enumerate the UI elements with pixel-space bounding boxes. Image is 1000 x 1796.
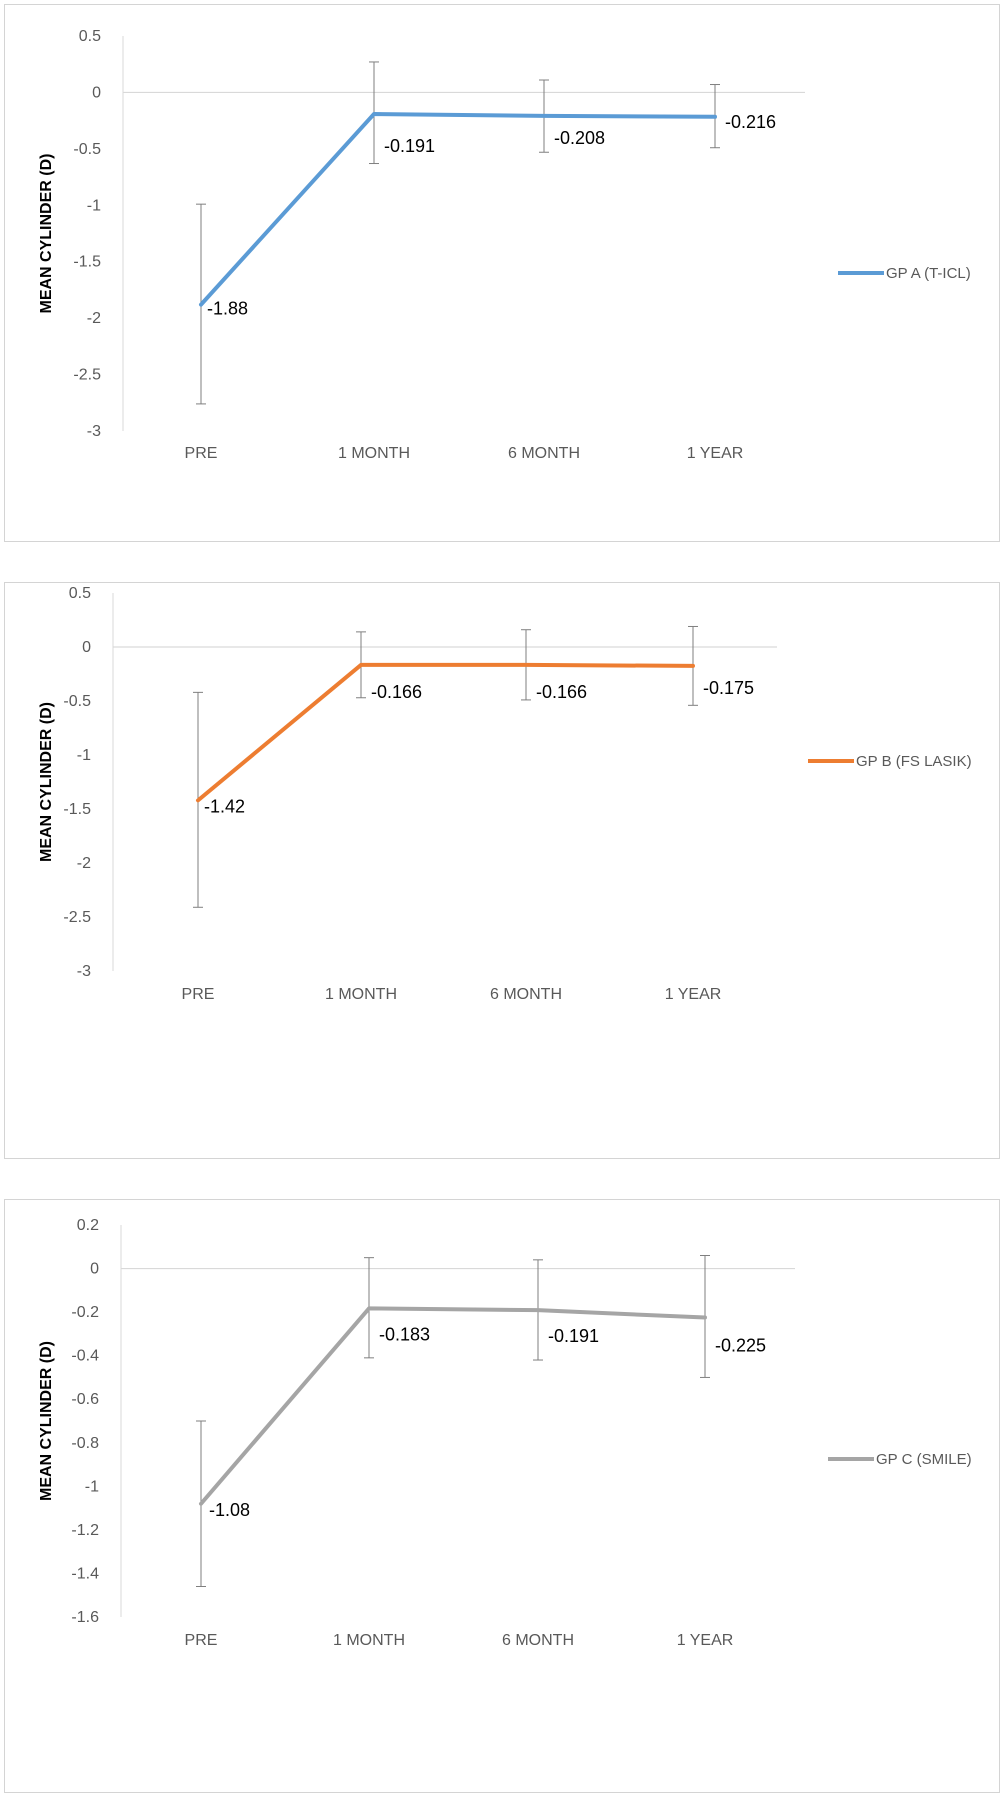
- data-label: -0.191: [548, 1326, 599, 1346]
- y-tick-label: 0: [92, 84, 101, 101]
- y-tick-label: -3: [77, 963, 91, 980]
- legend-label: GP A (T-ICL): [886, 265, 971, 282]
- y-tick-label: -1: [77, 747, 91, 764]
- x-tick-label: 1 YEAR: [687, 445, 744, 462]
- x-tick-label: 1 YEAR: [677, 1632, 734, 1649]
- y-axis-title: MEAN CYLINDER (D): [38, 702, 55, 862]
- data-label: -0.208: [554, 128, 605, 148]
- data-label: -0.166: [536, 682, 587, 702]
- series-line: [199, 1306, 707, 1506]
- y-tick-label: -1.5: [73, 254, 101, 271]
- y-tick-label: -1.5: [63, 801, 91, 818]
- data-label: -0.225: [715, 1336, 766, 1356]
- data-label: -0.191: [384, 136, 435, 156]
- data-label: -1.42: [204, 796, 245, 816]
- y-tick-label: -0.5: [63, 693, 91, 710]
- x-tick-label: 1 MONTH: [325, 986, 397, 1003]
- chart-b-svg: 0.5 0 -0.5 -1 -1.5 -2 -2.5 -3 PRE 1 MONTH 6 MONTH 1…: [38, 585, 972, 1003]
- x-tick-label: 1 MONTH: [333, 1632, 405, 1649]
- data-label: -0.216: [725, 112, 776, 132]
- series-line: [196, 662, 695, 803]
- y-tick-label: 0.5: [79, 28, 101, 45]
- x-tick-label: 6 MONTH: [502, 1632, 574, 1649]
- chart-panel-c: 0.2 0 -0.2 -0.4 -0.6 -0.8 -1 -1.2 -1.4 -1.6 PRE 1 M…: [4, 1199, 1000, 1793]
- legend-label: GP C (SMILE): [876, 1451, 972, 1468]
- y-tick-label: -1.2: [71, 1522, 99, 1539]
- data-label: -0.183: [379, 1324, 430, 1344]
- x-tick-label: 1 MONTH: [338, 445, 410, 462]
- data-label: -0.175: [703, 678, 754, 698]
- y-tick-label: -0.6: [71, 1391, 99, 1408]
- y-tick-label: -1: [85, 1478, 99, 1495]
- data-label: -1.08: [209, 1500, 250, 1520]
- y-tick-label: -2: [87, 310, 101, 327]
- chart-c-svg: 0.2 0 -0.2 -0.4 -0.6 -0.8 -1 -1.2 -1.4 -1.6 PRE 1 M…: [38, 1217, 972, 1649]
- y-tick-label: -1: [87, 197, 101, 214]
- y-tick-label: -3: [87, 423, 101, 440]
- y-tick-label: -0.4: [71, 1348, 99, 1365]
- data-label: -0.166: [371, 682, 422, 702]
- y-tick-label: -1.6: [71, 1609, 99, 1626]
- x-tick-label: 6 MONTH: [508, 445, 580, 462]
- y-tick-label: -0.8: [71, 1435, 99, 1452]
- y-tick-label: -1.4: [71, 1565, 99, 1582]
- x-tick-label: PRE: [185, 445, 218, 462]
- y-axis-title: MEAN CYLINDER (D): [38, 1341, 55, 1501]
- series-line: [199, 111, 717, 307]
- chart-a-svg: 0.5 0 -0.5 -1 -1.5 -2 -2.5 -3 PRE 1 MONTH 6 MONTH 1…: [38, 28, 971, 462]
- y-tick-label: -0.2: [71, 1304, 99, 1321]
- y-tick-label: 0: [82, 639, 91, 656]
- chart-panel-a: 0.5 0 -0.5 -1 -1.5 -2 -2.5 -3 PRE 1 MONTH 6 MONTH 1…: [4, 4, 1000, 542]
- y-axis-title: MEAN CYLINDER (D): [38, 154, 55, 314]
- y-tick-label: 0: [90, 1261, 99, 1278]
- y-tick-label: -2: [77, 855, 91, 872]
- y-tick-label: -2.5: [73, 367, 101, 384]
- y-tick-label: -0.5: [73, 141, 101, 158]
- y-tick-label: 0.2: [77, 1217, 99, 1234]
- chart-panel-b: 0.5 0 -0.5 -1 -1.5 -2 -2.5 -3 PRE 1 MONTH 6 MONTH 1…: [4, 582, 1000, 1159]
- x-tick-label: 6 MONTH: [490, 986, 562, 1003]
- y-tick-label: 0.5: [69, 585, 91, 602]
- x-tick-label: PRE: [185, 1632, 218, 1649]
- data-label: -1.88: [207, 299, 248, 319]
- legend-label: GP B (FS LASIK): [856, 753, 972, 770]
- x-tick-label: PRE: [182, 986, 215, 1003]
- y-tick-label: -2.5: [63, 909, 91, 926]
- x-tick-label: 1 YEAR: [665, 986, 722, 1003]
